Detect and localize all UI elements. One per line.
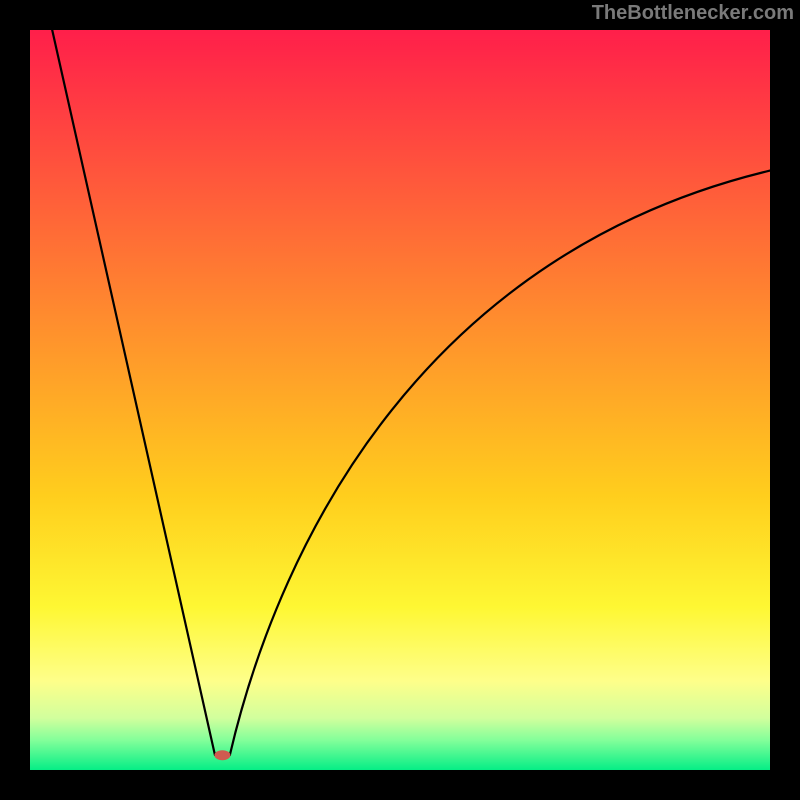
optimal-point-marker xyxy=(214,750,230,760)
chart-container: TheBottlenecker.com xyxy=(0,0,800,800)
chart-svg xyxy=(0,0,800,800)
watermark-text: TheBottlenecker.com xyxy=(592,2,794,25)
